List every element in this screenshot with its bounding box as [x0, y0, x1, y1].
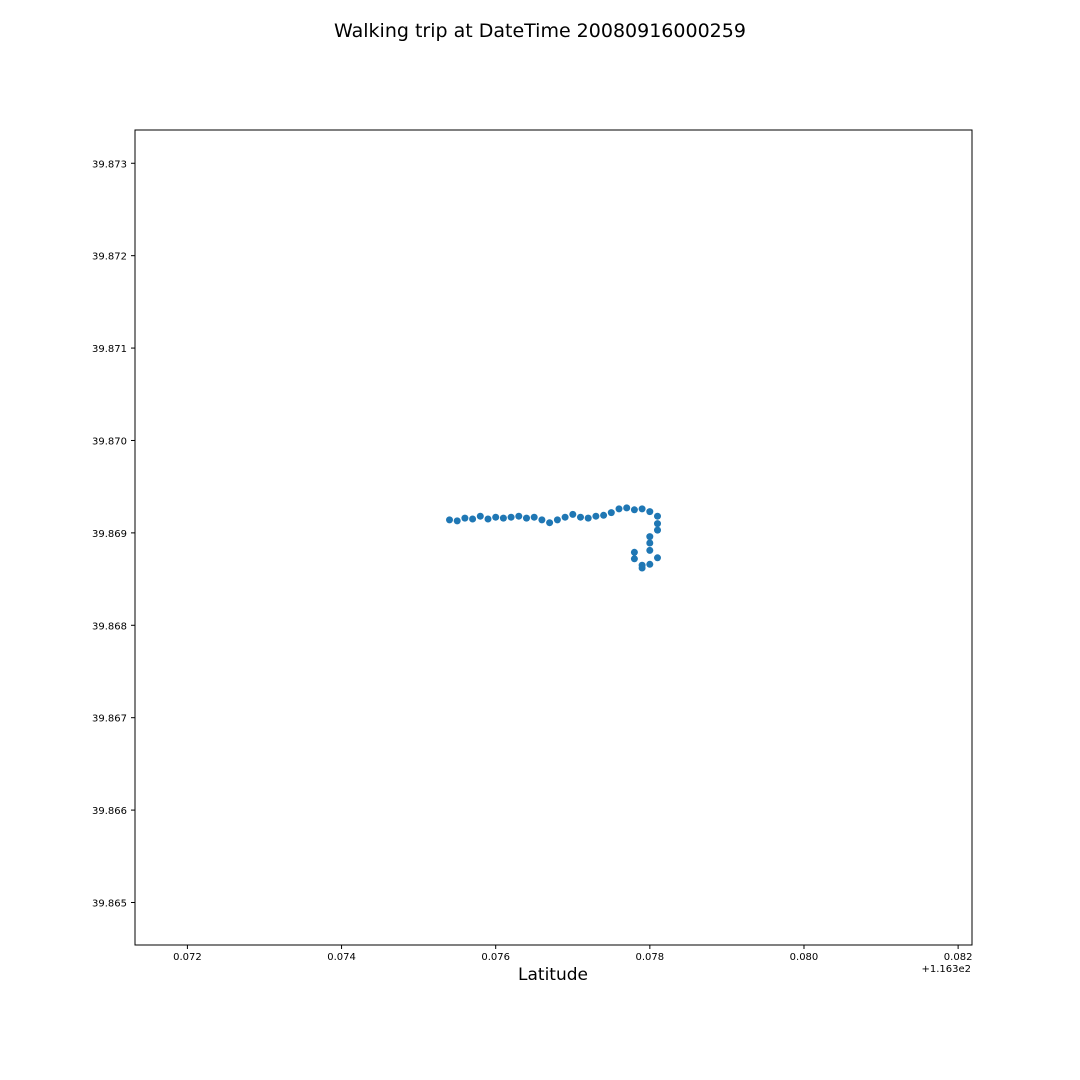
data-point	[646, 533, 654, 541]
data-point	[484, 515, 492, 523]
x-tick-label: 0.072	[173, 952, 202, 963]
data-point	[623, 504, 631, 512]
data-point	[530, 513, 538, 521]
data-point	[499, 514, 507, 522]
x-tick-label: 0.078	[636, 952, 665, 963]
data-point	[630, 548, 638, 556]
data-point	[607, 509, 615, 517]
data-point	[646, 508, 654, 516]
data-point	[654, 520, 661, 528]
y-tick-label: 39.866	[92, 806, 127, 817]
data-point	[515, 512, 523, 520]
x-tick-label: 0.082	[944, 952, 973, 963]
y-tick-label: 39.867	[92, 714, 127, 725]
data-point	[577, 513, 584, 521]
y-tick-label: 39.871	[92, 344, 127, 355]
y-axis: 39.865 39.866 39.867 39.868 39.869 39.870 39.8…	[92, 159, 135, 909]
data-point	[630, 555, 638, 563]
x-axis: 0.072 0.074 0.076 0.078 0.080 0.082	[173, 945, 972, 963]
y-tick-label: 39.865	[92, 898, 127, 909]
y-tick-label: 39.870	[92, 436, 127, 447]
data-point	[630, 506, 638, 514]
data-point	[469, 515, 477, 523]
chart-title: Walking trip at DateTime 20080916000259	[334, 20, 746, 42]
x-tick-label: 0.076	[481, 952, 510, 963]
data-point	[646, 560, 654, 568]
data-point	[584, 514, 592, 522]
y-tick-label: 39.872	[92, 252, 127, 263]
data-point	[654, 512, 661, 520]
x-tick-label: 0.080	[790, 952, 819, 963]
x-axis-offset-label: +1.163e2	[921, 964, 971, 975]
data-point	[638, 505, 646, 513]
x-axis-label: Latitude	[518, 965, 588, 985]
data-point	[538, 516, 546, 524]
data-point	[646, 539, 654, 547]
data-point	[654, 526, 661, 534]
data-point	[476, 512, 484, 520]
data-point	[523, 514, 530, 522]
y-tick-label: 39.869	[92, 529, 127, 540]
data-point	[461, 514, 469, 522]
data-point	[600, 511, 608, 519]
x-tick-label: 0.074	[327, 952, 356, 963]
plot-area-frame	[134, 129, 973, 946]
y-tick-label: 39.873	[92, 159, 127, 170]
data-point	[646, 546, 654, 554]
data-point	[546, 519, 554, 527]
data-point	[615, 505, 623, 513]
data-point	[553, 516, 561, 524]
data-point	[453, 517, 461, 525]
data-point	[592, 512, 600, 520]
data-point	[446, 516, 453, 524]
y-tick-label: 39.868	[92, 621, 127, 632]
data-series	[446, 504, 661, 572]
data-point	[638, 561, 646, 569]
data-point	[507, 513, 515, 521]
data-point	[569, 510, 577, 518]
data-point	[561, 513, 569, 521]
data-point	[654, 554, 661, 562]
data-point	[492, 513, 500, 521]
